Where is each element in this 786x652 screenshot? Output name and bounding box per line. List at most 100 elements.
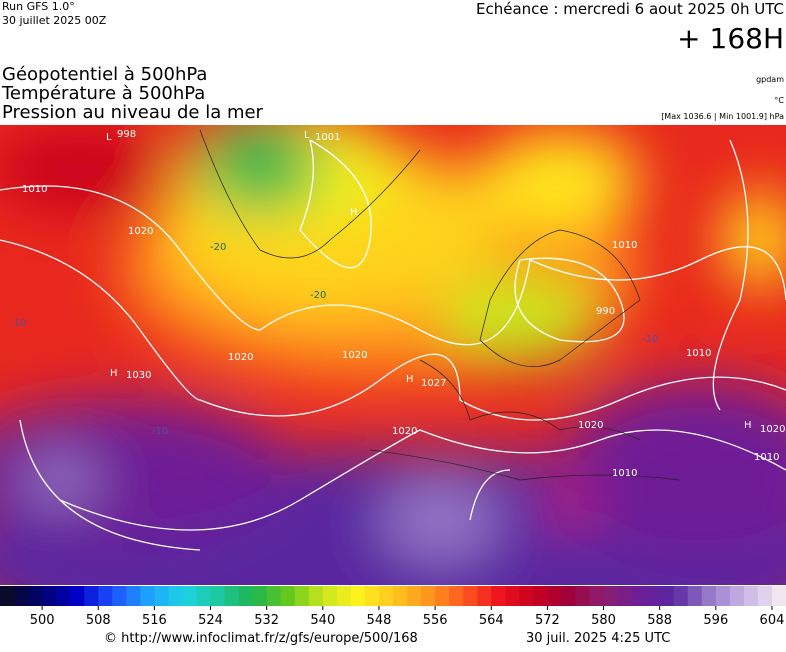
colorbar-swatch [463, 586, 478, 606]
contour-label: 1010 [612, 468, 637, 479]
colorbar-swatch [757, 586, 773, 606]
unit: gpdam [756, 75, 784, 84]
colorbar-swatch [280, 586, 296, 606]
source: © http://www.infoclimat.fr/z/gfs/europe/… [104, 631, 418, 646]
contour-label: 1020 [392, 426, 417, 437]
colorbar-swatch [547, 586, 562, 606]
run-date: 30 juillet 2025 00Z [2, 14, 107, 27]
colorbar-swatch [266, 586, 282, 606]
field-name: Température à 500hPa [1, 83, 205, 104]
colorbar-label: 508 [86, 613, 111, 628]
pressure-range: [Max 1036.6 | Min 1001.9] hPa [661, 112, 784, 121]
high-value: 1030 [126, 370, 151, 381]
temp-label: -10 [642, 334, 658, 345]
contour-label: 1010 [22, 184, 47, 195]
contour-label: 1020 [578, 420, 603, 431]
temp-label: -10 [10, 318, 26, 329]
colorbar-swatch [294, 586, 310, 606]
colorbar-swatch [673, 586, 689, 606]
lead-time: + 168H [677, 22, 784, 55]
colorbar-label: 588 [647, 613, 672, 628]
colorbar-swatch [28, 586, 43, 606]
run-label: Run GFS 1.0° [2, 0, 75, 13]
colorbar-swatch [407, 586, 422, 606]
colorbar-swatch [252, 586, 268, 606]
colorbar-swatch [449, 586, 464, 606]
colorbar-swatch [603, 586, 619, 606]
temp-label: -20 [310, 290, 326, 301]
colorbar-swatch [70, 586, 85, 606]
colorbar-swatch [364, 586, 380, 606]
colorbar-swatch [210, 586, 226, 606]
colorbar-swatch [56, 586, 71, 606]
colorbar-label: 556 [423, 613, 448, 628]
contour-label: 1020 [128, 226, 153, 237]
valid-time: Echéance : mercredi 6 aout 2025 0h UTC [476, 0, 784, 18]
contour-label: 1010 [612, 240, 637, 251]
high-value: 1027 [421, 378, 446, 389]
colorbar-label: 500 [30, 613, 55, 628]
colorbar-label: 516 [142, 613, 167, 628]
colorbar-swatch [182, 586, 197, 606]
colorbar-label: 564 [479, 613, 504, 628]
colorbar-swatch [322, 586, 338, 606]
colorbar: 500 508 516 524 532 540 548 556 564 572 580 588 596 6… [0, 586, 786, 628]
colorbar-swatch [238, 586, 254, 606]
high-label: H [406, 374, 414, 385]
map: H 1030 H 1027 H 1020 H L 998 L 1001 1010… [0, 125, 786, 585]
colorbar-swatch [519, 586, 534, 606]
contour-label: 1010 [686, 348, 711, 359]
colorbar-swatch [350, 586, 366, 606]
isobars [0, 139, 786, 551]
colorbar-swatch [617, 586, 633, 606]
colorbar-swatch [84, 586, 99, 606]
colorbar-label: 540 [310, 613, 335, 628]
contour-label: 1020 [228, 352, 253, 363]
high-label: H [350, 207, 358, 218]
colorbar-swatch [196, 586, 212, 606]
colorbar-swatch [575, 586, 590, 606]
high-value: 1020 [760, 424, 785, 435]
colorbar-swatch [126, 586, 141, 606]
colorbar-label: 572 [535, 613, 560, 628]
low-label: L [304, 130, 310, 141]
colorbar-label: 532 [254, 613, 279, 628]
contour-label: 1010 [754, 452, 779, 463]
coastlines [199, 129, 681, 481]
colorbar-swatch [743, 586, 759, 606]
contour-label: 990 [596, 306, 615, 317]
colorbar-swatch [631, 586, 647, 606]
colorbar-label: 548 [367, 613, 392, 628]
colorbar-swatch [421, 586, 436, 606]
colorbar-swatch [505, 586, 520, 606]
colorbar-swatch [491, 586, 506, 606]
generated: 30 juil. 2025 4:25 UTC [526, 631, 670, 646]
colorbar-swatch [533, 586, 548, 606]
low-value: 998 [117, 129, 136, 140]
colorbar-label: 604 [760, 613, 785, 628]
low-label: L [106, 132, 112, 143]
colorbar-label: 524 [198, 613, 223, 628]
colorbar-swatch [140, 586, 155, 606]
colorbar-swatch [98, 586, 113, 606]
high-label: H [110, 368, 118, 379]
field-name: Géopotentiel à 500hPa [2, 64, 207, 85]
temp-label: -20 [210, 242, 226, 253]
colorbar-swatch [771, 586, 786, 606]
colorbar-swatch [477, 586, 492, 606]
colorbar-swatch [561, 586, 576, 606]
colorbar-swatch [336, 586, 352, 606]
colorbar-swatch [42, 586, 57, 606]
colorbar-swatch [154, 586, 169, 606]
colorbar-swatch [659, 586, 675, 606]
colorbar-swatch [715, 586, 731, 606]
high-label: H [744, 420, 752, 431]
colorbar-swatch [687, 586, 703, 606]
colorbar-swatch [0, 586, 15, 606]
colorbar-swatch [14, 586, 29, 606]
colorbar-swatch [645, 586, 661, 606]
colorbar-swatch [435, 586, 450, 606]
colorbar-swatch [168, 586, 183, 606]
contour-label: 1020 [342, 350, 367, 361]
